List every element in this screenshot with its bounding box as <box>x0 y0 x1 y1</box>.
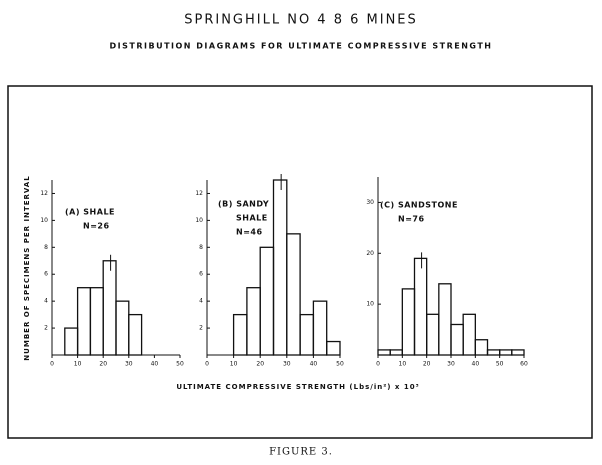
histogram-bar <box>286 233 301 356</box>
y-tick-label: 12 <box>40 190 48 197</box>
x-tick-label: 20 <box>423 361 431 368</box>
histogram-bar <box>312 300 328 356</box>
x-tick-label: 50 <box>336 361 344 368</box>
y-tick-label: 20 <box>366 250 374 257</box>
histogram-bar <box>272 179 288 356</box>
y-tick-label: 2 <box>44 325 48 332</box>
histogram-bar <box>128 313 143 356</box>
histogram-bar <box>89 287 104 356</box>
x-tick-label: 50 <box>496 361 504 368</box>
y-tick-label: 6 <box>44 271 48 278</box>
y-tick-label: 10 <box>40 217 48 224</box>
x-tick-label: 40 <box>310 361 318 368</box>
x-tick-label: 40 <box>472 361 480 368</box>
histogram-bar <box>450 323 464 356</box>
y-tick-label: 10 <box>366 301 374 308</box>
frame <box>7 85 593 439</box>
histogram-bar <box>115 300 130 356</box>
x-tick-label: 30 <box>125 361 133 368</box>
x-tick-label: 10 <box>399 361 407 368</box>
y-tick-label: 4 <box>44 298 48 305</box>
x-tick-label: 0 <box>205 361 209 368</box>
x-tick-label: 10 <box>230 361 238 368</box>
histogram-bar <box>426 313 440 356</box>
y-tick-label: 8 <box>199 244 203 251</box>
x-tick-label: 60 <box>520 361 528 368</box>
x-tick-label: 20 <box>99 361 107 368</box>
panel-label: N=76 <box>398 215 425 224</box>
panel-label: N=26 <box>83 222 110 231</box>
x-tick-label: 10 <box>74 361 82 368</box>
title: SPRINGHILL NO 4 8 6 MINES <box>184 13 418 28</box>
histogram-bar <box>299 313 315 356</box>
x-tick-label: 30 <box>283 361 291 368</box>
x-tick-label: 20 <box>256 361 264 368</box>
panel-label: N=46 <box>236 228 263 237</box>
x-tick-label: 0 <box>50 361 54 368</box>
x-tick-label: 40 <box>151 361 159 368</box>
histogram-bar <box>499 349 513 356</box>
histogram-bar <box>259 246 275 356</box>
x-tick-label: 50 <box>176 361 184 368</box>
subtitle: DISTRIBUTION DIAGRAMS FOR ULTIMATE COMPR… <box>110 42 493 51</box>
x-tick-label: 0 <box>376 361 380 368</box>
histogram-bar <box>102 260 117 356</box>
histogram-bar <box>389 349 403 356</box>
histogram-bar <box>462 313 476 356</box>
y-tick-label: 2 <box>199 325 203 332</box>
histogram-bar <box>401 288 416 356</box>
histogram-bar <box>64 327 79 356</box>
histogram-bar <box>326 340 341 356</box>
histogram-bar <box>76 287 92 356</box>
histogram-bar <box>232 313 248 356</box>
caption: FIGURE 3. <box>269 447 333 458</box>
y-tick-label: 30 <box>366 199 374 206</box>
y-tick-label: 8 <box>44 244 48 251</box>
y-tick-label: 4 <box>199 298 203 305</box>
histogram-bar <box>413 257 428 356</box>
histogram-bar <box>246 287 261 356</box>
x-axis-label: ULTIMATE COMPRESSIVE STRENGTH (Lbs/in²) … <box>176 383 419 391</box>
histogram-bar <box>486 349 501 356</box>
histogram-bar <box>511 349 525 356</box>
panel-label: (C) SANDSTONE <box>380 201 458 210</box>
y-tick-label: 6 <box>199 271 203 278</box>
y-tick-label: 12 <box>195 190 203 197</box>
x-tick-label: 30 <box>447 361 455 368</box>
histogram-bar <box>377 349 391 356</box>
y-axis-label: NUMBER OF SPECIMENS PER INTERVAL <box>23 175 31 360</box>
histogram-bar <box>438 283 452 356</box>
panel-label: SHALE <box>236 214 268 223</box>
panel-label: (A) SHALE <box>65 208 115 217</box>
y-tick-label: 10 <box>195 217 203 224</box>
histogram-bar <box>474 339 489 356</box>
panel-label: (B) SANDY <box>218 200 269 209</box>
